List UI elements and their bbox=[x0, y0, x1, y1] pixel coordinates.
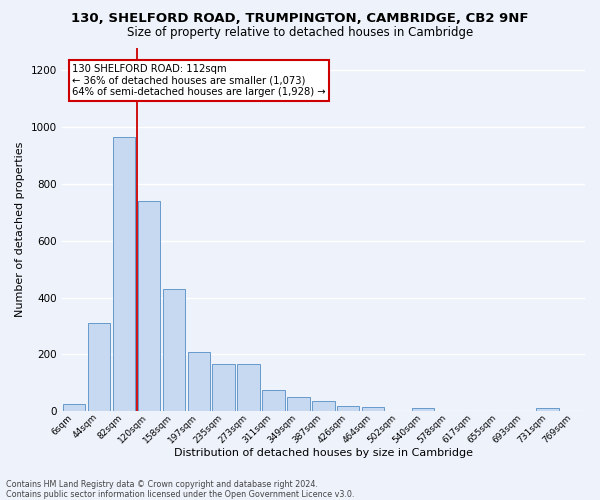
Y-axis label: Number of detached properties: Number of detached properties bbox=[15, 142, 25, 317]
Bar bbox=[63, 404, 85, 411]
Bar bbox=[188, 352, 210, 411]
Text: 130, SHELFORD ROAD, TRUMPINGTON, CAMBRIDGE, CB2 9NF: 130, SHELFORD ROAD, TRUMPINGTON, CAMBRID… bbox=[71, 12, 529, 26]
Bar bbox=[337, 406, 359, 411]
Text: Size of property relative to detached houses in Cambridge: Size of property relative to detached ho… bbox=[127, 26, 473, 39]
Bar bbox=[362, 407, 385, 411]
Bar bbox=[287, 397, 310, 411]
Bar bbox=[262, 390, 285, 411]
Text: 130 SHELFORD ROAD: 112sqm
← 36% of detached houses are smaller (1,073)
64% of se: 130 SHELFORD ROAD: 112sqm ← 36% of detac… bbox=[72, 64, 326, 97]
Bar bbox=[88, 323, 110, 411]
Bar bbox=[212, 364, 235, 411]
Bar bbox=[412, 408, 434, 411]
Bar bbox=[137, 201, 160, 411]
Text: Contains HM Land Registry data © Crown copyright and database right 2024.
Contai: Contains HM Land Registry data © Crown c… bbox=[6, 480, 355, 499]
X-axis label: Distribution of detached houses by size in Cambridge: Distribution of detached houses by size … bbox=[174, 448, 473, 458]
Bar bbox=[113, 137, 135, 411]
Bar bbox=[163, 289, 185, 411]
Bar bbox=[536, 408, 559, 411]
Bar bbox=[238, 364, 260, 411]
Bar bbox=[312, 402, 335, 411]
